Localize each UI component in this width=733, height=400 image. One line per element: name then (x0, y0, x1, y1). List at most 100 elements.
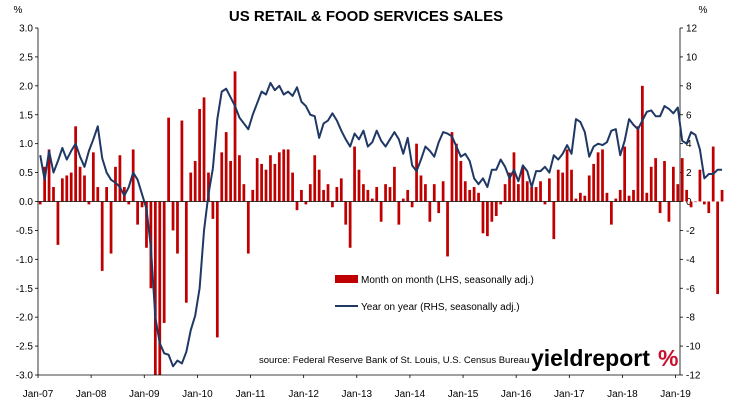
mom-bar (601, 149, 604, 202)
mom-bar (472, 187, 476, 202)
right-tick-label: 4 (686, 139, 692, 150)
mom-bar (539, 181, 542, 202)
mom-bar (658, 201, 662, 214)
mom-bar (96, 187, 100, 202)
legend-swatch-mom (335, 275, 358, 283)
left-tick-label: -1.0 (16, 255, 34, 266)
mom-bar (65, 175, 69, 202)
mom-bar (503, 184, 507, 202)
right-tick-label: 8 (686, 81, 692, 92)
x-tick-label: Jan-15 (448, 389, 479, 400)
mom-bar (162, 201, 166, 323)
x-tick-label: Jan-08 (76, 389, 107, 400)
mom-bar (251, 189, 255, 202)
mom-bar (384, 184, 387, 202)
mom-bar (331, 201, 334, 208)
right-tick-label: -12 (686, 371, 701, 382)
mom-bar (87, 201, 91, 205)
mom-bar (52, 187, 55, 202)
chart-title: US RETAIL & FOOD SERVICES SALES (229, 8, 503, 25)
mom-bar (269, 155, 272, 202)
mom-bar (60, 178, 64, 202)
mom-bar (481, 201, 485, 234)
mom-bar (680, 158, 684, 202)
mom-bar (649, 166, 653, 202)
right-tick-label: 0 (686, 197, 692, 208)
mom-bar (477, 192, 480, 202)
mom-bar (468, 189, 472, 202)
left-tick-label: 1.5 (19, 110, 33, 121)
mom-bar (127, 201, 131, 205)
right-tick-label: -10 (686, 342, 701, 353)
mom-bar (486, 201, 489, 237)
mom-bar (246, 201, 250, 254)
mom-bar (441, 181, 445, 202)
mom-bar (587, 175, 591, 202)
mom-bar (255, 158, 259, 202)
left-axis-ticks: 3.0 2.5 2.0 1.5 1.0 0.5 0.0 -0.5 -1.0 -1.5 -2.0 -2.… (16, 24, 38, 382)
mom-bar (260, 163, 263, 202)
mom-bar (370, 198, 374, 202)
x-tick-label: Jan-19 (660, 389, 691, 400)
mom-bar (313, 155, 317, 202)
mom-bar (623, 146, 627, 202)
mom-bar (344, 201, 348, 225)
mom-bar (490, 201, 494, 222)
mom-bar (446, 201, 449, 257)
left-tick-label: 0.0 (19, 197, 33, 208)
logo-percent-icon: % (658, 345, 678, 371)
logo-wordmark: yieldreport (531, 345, 650, 371)
mom-bar (463, 181, 467, 202)
mom-bar (499, 201, 503, 205)
mom-bar (286, 149, 290, 202)
mom-bar (47, 149, 51, 202)
mom-bar (339, 178, 343, 202)
mom-bar (663, 161, 666, 202)
mom-bar (579, 192, 582, 202)
mom-bar (180, 120, 184, 202)
mom-bar (512, 152, 516, 202)
mom-bar (229, 161, 232, 202)
mom-bar (530, 187, 534, 202)
mom-bar (455, 143, 458, 202)
mom-bar (561, 172, 565, 202)
mom-bar (596, 152, 600, 202)
mom-bar (277, 152, 281, 202)
mom-bar (375, 187, 379, 202)
left-tick-label: 3.0 (19, 24, 33, 35)
mom-bar (609, 201, 613, 225)
mom-bar (193, 161, 197, 202)
mom-bar (406, 189, 410, 202)
left-tick-label: 1.0 (19, 139, 33, 150)
x-tick-label: Jan-16 (501, 389, 532, 400)
mom-bar (605, 192, 609, 202)
mom-bar (140, 201, 144, 208)
mom-bar (459, 161, 463, 202)
mom-bar (322, 189, 325, 202)
mom-bar (308, 184, 312, 202)
mom-bar (264, 169, 268, 202)
right-tick-label: 2 (686, 168, 692, 179)
mom-bar (304, 201, 308, 205)
mom-bar (654, 158, 658, 202)
mom-bar (707, 201, 711, 214)
x-tick-label: Jan-10 (182, 389, 213, 400)
mom-bar (494, 201, 498, 216)
source-note: source: Federal Reserve Bank of St. Loui… (259, 355, 529, 366)
mom-bar (100, 201, 104, 271)
mom-bar (556, 169, 560, 202)
mom-bar (517, 184, 520, 202)
mom-bar (379, 201, 383, 222)
mom-bar (335, 187, 339, 202)
x-axis-ticks: Jan-07 Jan-08 Jan-09 Jan-10 Jan-11 Jan-12 Jan-… (23, 375, 691, 400)
mom-bar (424, 184, 427, 202)
mom-bar (548, 178, 551, 202)
x-tick-label: Jan-07 (23, 389, 54, 400)
left-tick-label: -3.0 (16, 371, 34, 382)
mom-bar (215, 201, 219, 338)
mom-bar (410, 201, 414, 208)
mom-bar (56, 201, 60, 245)
right-tick-label: -6 (686, 284, 695, 295)
mom-bar (176, 201, 179, 254)
